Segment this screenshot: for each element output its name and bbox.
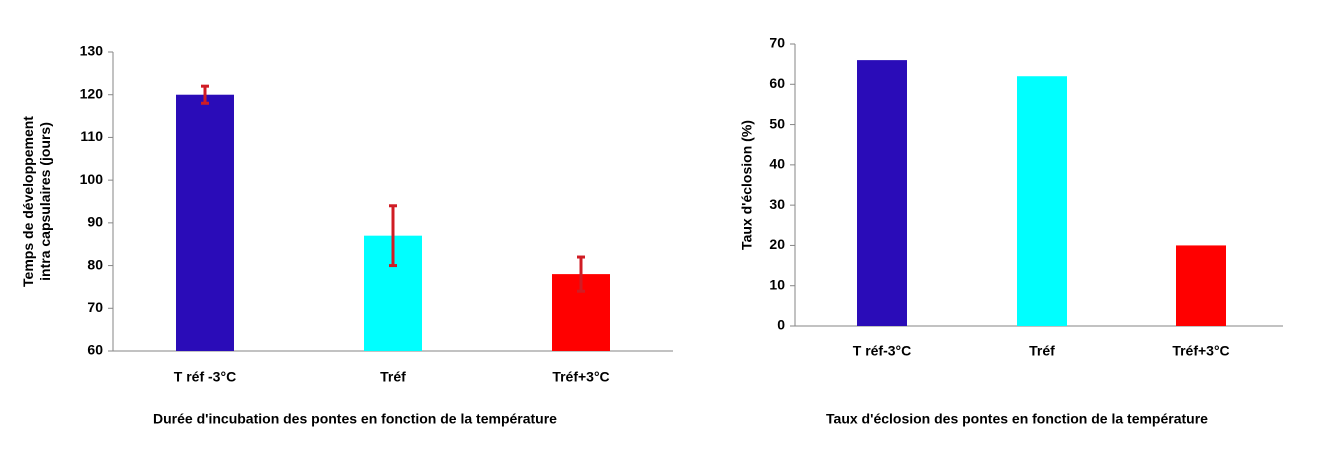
y-tick-label: 130 [80, 43, 104, 59]
x-tick-label: Tréf [380, 369, 406, 385]
caption: Taux d'éclosion des pontes en fonction d… [826, 411, 1208, 427]
x-tick-label: T réf -3°C [174, 369, 236, 385]
bar [176, 94, 234, 351]
y-axis-label: intra capsulaires (jours) [37, 122, 53, 281]
y-tick-label: 40 [769, 156, 785, 172]
y-tick-label: 30 [769, 196, 785, 212]
y-tick-label: 100 [80, 171, 104, 187]
bar [1176, 245, 1226, 326]
y-tick-label: 10 [769, 276, 785, 292]
y-tick-label: 120 [80, 85, 104, 101]
y-tick-label: 70 [87, 299, 103, 315]
bar [857, 60, 907, 326]
x-tick-label: Tréf+3°C [552, 369, 609, 385]
y-tick-label: 60 [87, 342, 103, 358]
bar [1017, 76, 1067, 326]
caption: Durée d'incubation des pontes en fonctio… [153, 411, 557, 427]
y-tick-label: 20 [769, 236, 785, 252]
y-tick-label: 80 [87, 256, 103, 272]
y-tick-label: 0 [777, 317, 785, 333]
x-tick-label: T réf-3°C [853, 343, 912, 359]
y-axis-label: Temps de développement [20, 116, 36, 287]
chart: 0 10 20 30 40 50 60 70 Taux d'éclosion (%) T réf-… [739, 35, 1283, 427]
y-tick-label: 70 [769, 35, 785, 51]
x-tick-label: Tréf+3°C [1172, 343, 1229, 359]
y-tick-label: 60 [769, 75, 785, 91]
chart: 60 70 80 90 100 110 120 130 Temps de développeme… [20, 43, 673, 427]
y-tick-label: 50 [769, 115, 785, 131]
y-tick-label: 110 [80, 128, 103, 144]
y-tick-label: 90 [87, 214, 103, 230]
x-tick-label: Tréf [1029, 343, 1055, 359]
y-axis-label: Taux d'éclosion (%) [739, 120, 755, 250]
